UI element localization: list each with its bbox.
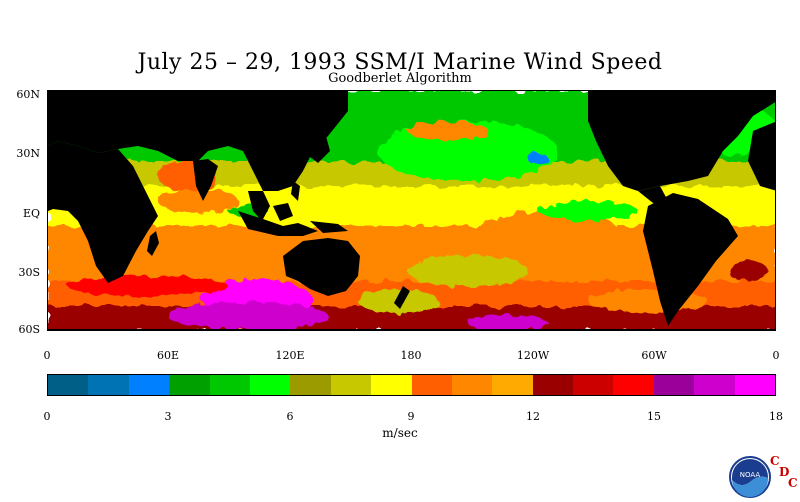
noaa-logo: NOAA: [729, 456, 771, 502]
colorbar-segment: [411, 375, 452, 395]
cdc-letter-3: C: [788, 476, 798, 490]
colorbar-segment: [573, 375, 614, 395]
wind-speed-map: [47, 90, 776, 330]
lon-label-180: 180: [400, 349, 422, 362]
colorbar-segment: [128, 375, 170, 395]
wind-speed-field: [48, 91, 775, 329]
lon-label-0: 0: [43, 349, 51, 362]
colorbar-tick-6: 6: [286, 410, 294, 423]
colorbar-segment: [613, 375, 654, 395]
colorbar-tick-9: 9: [407, 410, 415, 423]
colorbar-tick-15: 15: [647, 410, 661, 423]
colorbar-segment: [88, 375, 129, 395]
colorbar-tick-18: 18: [769, 410, 783, 423]
colorbar-segment: [532, 375, 574, 395]
lon-label-0-end: 0: [772, 349, 780, 362]
lat-label-60n: 60N: [16, 88, 40, 101]
lat-label-30n: 30N: [16, 147, 40, 160]
colorbar-segment: [330, 375, 372, 395]
x-axis-line: [47, 330, 776, 331]
colorbar-segment: [371, 375, 412, 395]
map-title: July 25 – 29, 1993 SSM/I Marine Wind Spe…: [137, 50, 663, 75]
colorbar: [47, 374, 776, 396]
colorbar-tick-3: 3: [164, 410, 172, 423]
colorbar-segment: [653, 375, 695, 395]
lat-label-eq: EQ: [22, 207, 40, 220]
cdc-letter-1: C: [770, 454, 780, 468]
colorbar-segment: [290, 375, 331, 395]
lon-label-60e: 60E: [156, 349, 180, 362]
svg-text:NOAA: NOAA: [740, 471, 761, 479]
colorbar-tick-12: 12: [526, 410, 540, 423]
map-subtitle: Goodberlet Algorithm: [328, 71, 472, 86]
colorbar-segment: [451, 375, 493, 395]
lon-label-60w: 60W: [641, 349, 667, 362]
colorbar-segment: [249, 375, 291, 395]
colorbar-units: m/sec: [382, 426, 418, 440]
lat-label-30s: 30S: [18, 266, 40, 279]
colorbar-segment: [734, 375, 776, 395]
lat-label-60s: 60S: [18, 323, 40, 336]
colorbar-segment: [492, 375, 533, 395]
cdc-letter-2: D: [779, 465, 790, 479]
colorbar-segment: [209, 375, 250, 395]
colorbar-tick-0: 0: [43, 410, 51, 423]
lon-label-120e: 120E: [275, 349, 305, 362]
noaa-seal-icon: NOAA: [729, 456, 771, 498]
colorbar-segment: [169, 375, 210, 395]
colorbar-segment: [48, 375, 89, 395]
lon-label-120w: 120W: [516, 349, 550, 362]
colorbar-segment: [694, 375, 735, 395]
